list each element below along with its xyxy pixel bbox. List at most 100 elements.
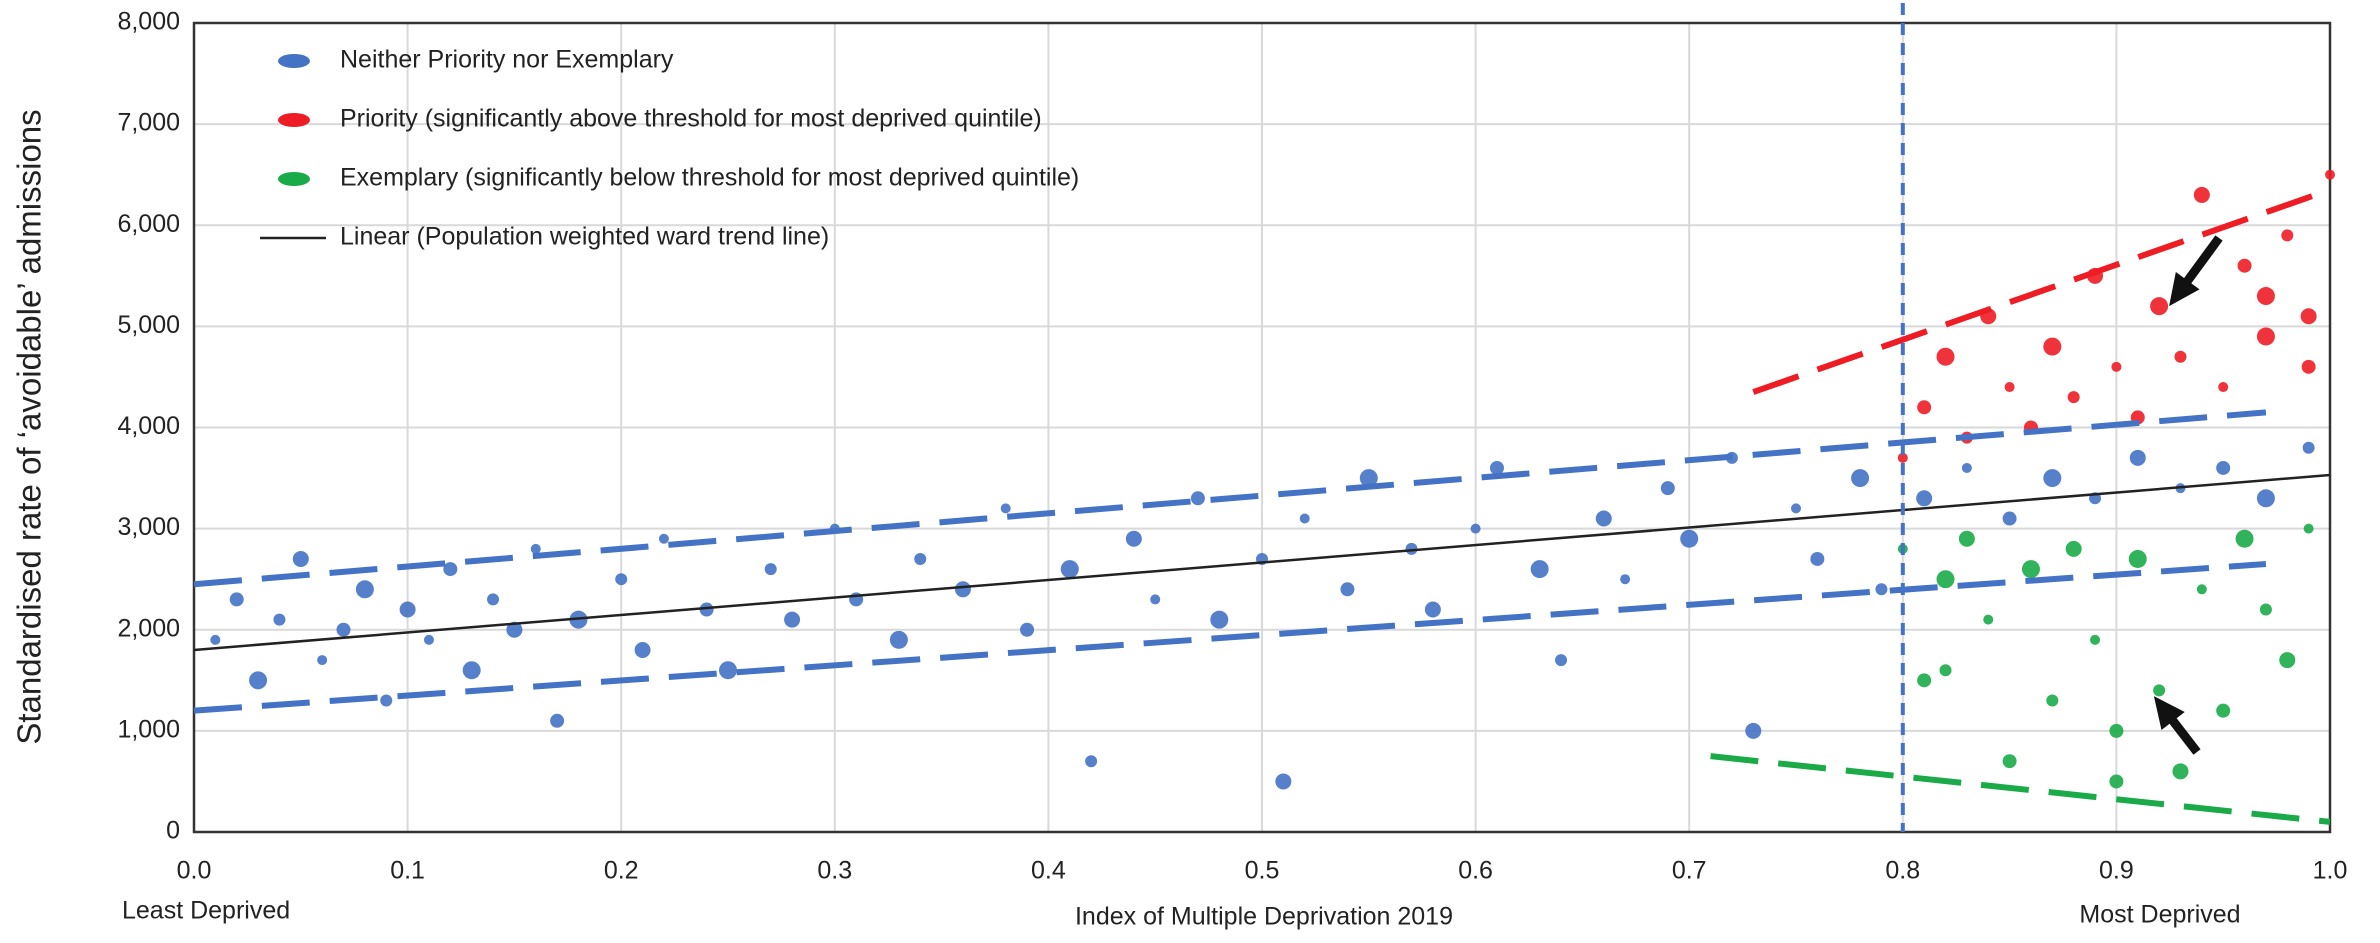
data-point bbox=[719, 661, 737, 680]
data-point bbox=[2174, 350, 2187, 363]
data-point bbox=[2150, 297, 2169, 316]
plot-frame bbox=[192, 21, 2332, 834]
data-point bbox=[2043, 337, 2062, 356]
data-point bbox=[1060, 560, 1079, 579]
data-point bbox=[1620, 574, 1631, 585]
data-point bbox=[2256, 287, 2275, 306]
x-tick-label: 0.9 bbox=[2099, 857, 2134, 885]
data-point bbox=[317, 655, 328, 666]
data-point bbox=[506, 621, 523, 638]
data-point bbox=[2259, 603, 2272, 616]
data-point bbox=[249, 671, 268, 690]
x-end-label: Most Deprived bbox=[2079, 901, 2240, 929]
legend-marker bbox=[278, 113, 310, 127]
arrow-head bbox=[2153, 696, 2185, 730]
data-point bbox=[1660, 481, 1675, 496]
data-point bbox=[2021, 560, 2040, 579]
data-point bbox=[2325, 169, 2335, 180]
x-tick-label: 0.2 bbox=[604, 857, 639, 885]
data-point bbox=[210, 634, 221, 645]
legend-label: Neither Priority nor Exemplary bbox=[340, 46, 674, 74]
reference-line bbox=[1752, 187, 2331, 395]
data-point bbox=[1961, 462, 1972, 473]
data-point bbox=[2090, 634, 2101, 645]
legend-label: Exemplary (significantly below threshold… bbox=[340, 164, 1079, 192]
data-point bbox=[2303, 523, 2314, 534]
y-tick-label: 4,000 bbox=[117, 412, 180, 440]
data-point bbox=[1939, 664, 1952, 677]
data-point bbox=[530, 543, 541, 554]
data-point bbox=[1555, 654, 1568, 667]
data-point bbox=[2004, 382, 2015, 393]
data-point bbox=[1020, 622, 1035, 637]
x-tick-label: 0.5 bbox=[1245, 857, 1280, 885]
data-point bbox=[1958, 530, 1975, 547]
data-point bbox=[2111, 361, 2122, 372]
data-point bbox=[1897, 452, 1908, 463]
legend-marker bbox=[278, 54, 310, 68]
data-point bbox=[1470, 523, 1481, 534]
data-point bbox=[2153, 684, 2166, 697]
x-tick-label: 0.1 bbox=[390, 857, 425, 885]
data-point bbox=[1916, 490, 1933, 507]
data-point bbox=[1791, 503, 1801, 514]
data-point bbox=[443, 562, 458, 577]
reference-line bbox=[193, 409, 2267, 588]
data-point bbox=[2300, 308, 2317, 325]
data-point bbox=[1680, 529, 1699, 548]
y-tick-label: 3,000 bbox=[117, 513, 180, 541]
data-point bbox=[1983, 614, 1994, 625]
data-point bbox=[2109, 774, 2124, 789]
data-point bbox=[658, 533, 669, 544]
data-point bbox=[399, 601, 416, 618]
data-point bbox=[1875, 583, 1888, 596]
data-point bbox=[2043, 469, 2062, 488]
data-point bbox=[1125, 530, 1142, 547]
x-end-label: Least Deprived bbox=[122, 897, 290, 925]
data-point bbox=[1424, 601, 1441, 618]
data-point bbox=[2002, 511, 2017, 526]
data-point bbox=[784, 611, 801, 628]
data-point bbox=[229, 592, 244, 607]
data-point bbox=[2279, 652, 2296, 669]
arrow-head bbox=[2169, 272, 2200, 307]
data-point bbox=[1000, 503, 1011, 514]
data-point bbox=[634, 641, 651, 658]
data-point bbox=[2256, 489, 2275, 508]
data-point bbox=[2172, 763, 2189, 780]
data-point bbox=[889, 630, 908, 649]
data-point bbox=[1810, 551, 1825, 566]
data-point bbox=[1340, 582, 1355, 597]
y-tick-label: 5,000 bbox=[117, 311, 180, 339]
data-point bbox=[764, 563, 777, 576]
data-point bbox=[2235, 529, 2254, 548]
data-point bbox=[1190, 491, 1205, 506]
x-tick-label: 0.7 bbox=[1672, 857, 1707, 885]
y-tick-label: 2,000 bbox=[117, 614, 180, 642]
data-point bbox=[1299, 513, 1310, 524]
data-point bbox=[336, 622, 351, 637]
y-tick-label: 7,000 bbox=[117, 109, 180, 137]
trend-line bbox=[193, 473, 2331, 652]
data-point bbox=[2218, 382, 2229, 393]
data-point bbox=[615, 573, 628, 586]
data-point bbox=[1595, 510, 1612, 527]
data-point bbox=[2002, 754, 2017, 769]
data-point bbox=[355, 580, 374, 599]
data-point bbox=[2129, 449, 2146, 466]
data-point bbox=[2216, 703, 2231, 718]
y-axis-title: Standardised rate of ‘avoidable’ admissi… bbox=[11, 109, 48, 744]
x-tick-label: 1.0 bbox=[2313, 857, 2348, 885]
x-tick-label: 0.3 bbox=[817, 857, 852, 885]
y-tick-label: 8,000 bbox=[117, 8, 180, 36]
data-point bbox=[2065, 540, 2082, 557]
data-point bbox=[1275, 773, 1292, 790]
x-tick-label: 0.4 bbox=[1031, 857, 1066, 885]
y-tick-label: 6,000 bbox=[117, 210, 180, 238]
data-point bbox=[2193, 186, 2210, 203]
data-point bbox=[1851, 469, 1870, 488]
reference-line bbox=[193, 561, 2267, 714]
data-point bbox=[292, 550, 309, 567]
legend-label: Linear (Population weighted ward trend l… bbox=[340, 223, 829, 251]
